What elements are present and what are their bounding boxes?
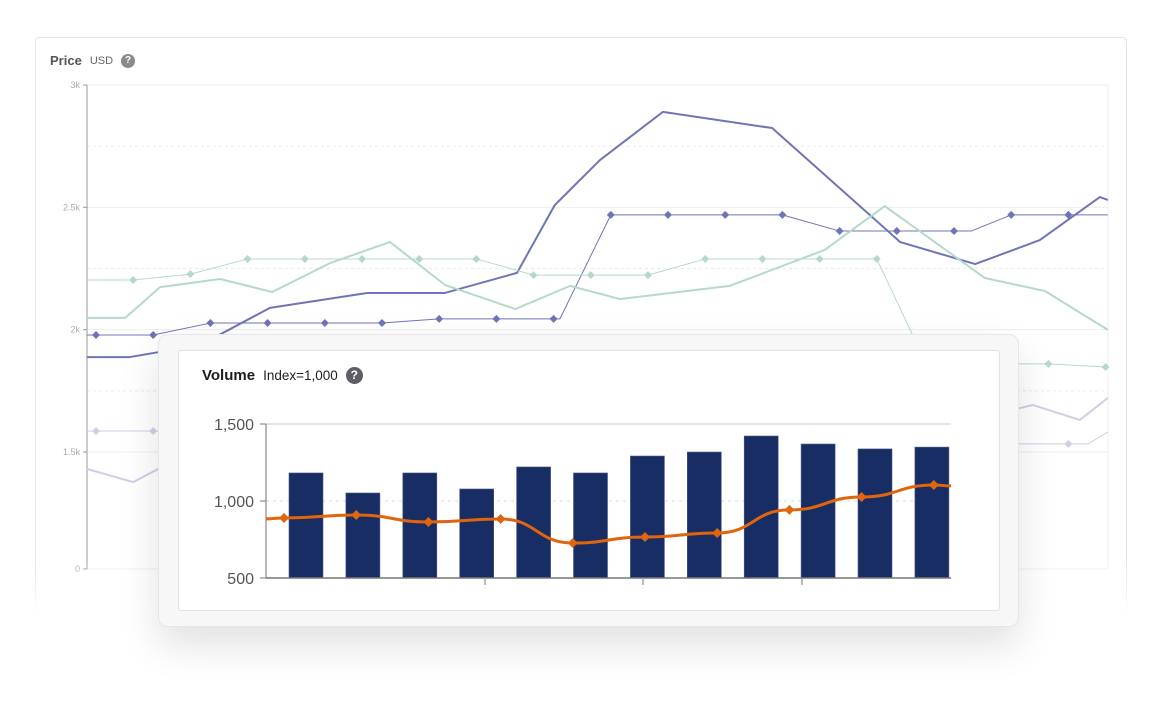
series-marker-dark-blue-marked	[492, 314, 501, 323]
series-marker-dark-blue-marked	[1064, 210, 1073, 219]
series-marker-green-marked	[357, 254, 366, 263]
series-marker-dark-blue-marked	[263, 319, 272, 328]
help-icon[interactable]: ?	[345, 367, 363, 384]
index-marker	[928, 479, 939, 490]
series-marker-dark-blue-marked	[606, 210, 615, 219]
series-marker-dark-blue-marked	[1007, 210, 1016, 219]
series-marker-green-marked	[129, 275, 138, 284]
volume-bar	[630, 455, 665, 579]
series-marker-green-marked	[701, 254, 710, 263]
index-marker	[423, 516, 434, 527]
index-marker	[567, 538, 578, 549]
series-line-dark-blue-marked	[86, 214, 1108, 336]
series-marker-dark-blue-marked	[892, 227, 901, 236]
series-marker-green-marked	[872, 254, 881, 263]
index-marker	[279, 512, 289, 523]
series-marker-lavender-marked	[92, 426, 100, 435]
y-tick-label: 1,000	[214, 494, 254, 511]
index-marker	[495, 514, 506, 525]
y-tick-label: 500	[227, 571, 254, 588]
series-line-green	[86, 205, 1109, 331]
price-chart-title: Price	[50, 53, 82, 68]
series-marker-green-marked	[643, 271, 652, 280]
index-marker	[784, 504, 795, 515]
volume-bar	[459, 488, 495, 579]
series-marker-green-marked	[1044, 359, 1053, 368]
series-marker-dark-blue-marked	[149, 331, 158, 340]
series-marker-green-marked	[1101, 362, 1110, 371]
series-marker-green-marked	[815, 254, 824, 263]
volume-bar	[288, 472, 324, 579]
help-icon[interactable]: ?	[121, 53, 136, 68]
index-marker	[712, 528, 723, 539]
series-marker-dark-blue-marked	[835, 227, 844, 236]
volume-bar	[914, 446, 950, 579]
series-marker-dark-blue-marked	[320, 319, 329, 328]
volume-bar	[402, 472, 438, 579]
series-marker-dark-blue-marked	[664, 210, 672, 219]
series-marker-dark-blue-marked	[778, 210, 787, 219]
series-marker-dark-blue-marked	[549, 314, 558, 323]
price-chart-header: Price USD ?	[50, 53, 136, 68]
volume-bar	[573, 472, 608, 579]
series-marker-green-marked	[186, 270, 195, 279]
volume-bar	[345, 492, 381, 579]
series-marker-green-marked	[758, 254, 767, 263]
series-marker-dark-blue-marked	[435, 314, 444, 323]
volume-bar	[743, 435, 779, 579]
index-marker	[856, 491, 867, 502]
y-tick-label: 1,500	[214, 417, 254, 434]
series-marker-dark-blue-marked	[950, 227, 958, 236]
y-tick-label: 1.5k	[63, 447, 81, 457]
series-marker-dark-blue-marked	[206, 319, 215, 328]
series-marker-lavender-marked	[1064, 439, 1073, 448]
price-chart-unit: USD	[89, 54, 114, 67]
volume-chart-subtitle: Index=1,000	[263, 368, 338, 383]
series-marker-dark-blue-marked	[92, 331, 100, 340]
y-tick-label: 2k	[70, 325, 80, 335]
series-marker-green-marked	[243, 254, 252, 263]
volume-chart-header: Volume Index=1,000 ?	[202, 367, 363, 384]
volume-chart-title: Volume	[202, 367, 256, 384]
y-tick-label: 3k	[70, 80, 80, 90]
volume-bar	[857, 448, 893, 579]
index-marker	[351, 510, 362, 521]
series-marker-green-marked	[472, 254, 481, 263]
series-line-dark-blue	[86, 110, 1109, 359]
series-marker-green-marked	[300, 254, 309, 263]
volume-bar	[800, 443, 836, 579]
series-marker-green-marked	[415, 254, 424, 263]
volume-bar	[686, 451, 722, 579]
index-marker	[640, 532, 650, 543]
series-marker-lavender-marked	[149, 426, 158, 435]
series-marker-green-marked	[586, 271, 595, 280]
y-tick-label: 2.5k	[63, 202, 81, 212]
series-marker-green-marked	[529, 271, 538, 280]
series-marker-dark-blue-marked	[721, 210, 730, 219]
series-marker-dark-blue-marked	[378, 319, 386, 328]
